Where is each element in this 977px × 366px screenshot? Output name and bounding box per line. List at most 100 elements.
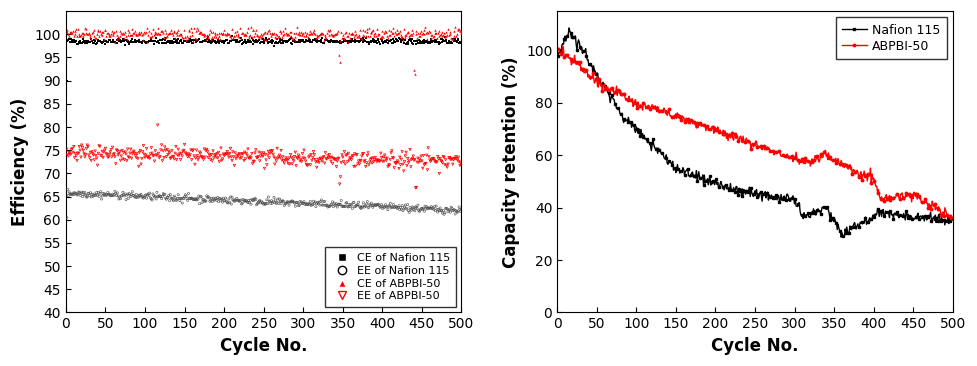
Point: [341, 157, 357, 163]
Point: [328, 156, 344, 162]
Point: [365, 202, 381, 208]
Point: [446, 37, 461, 43]
Point: [216, 38, 232, 44]
Point: [343, 155, 359, 161]
Point: [154, 28, 170, 34]
Point: [120, 191, 136, 197]
Point: [395, 149, 410, 155]
Point: [291, 29, 307, 35]
Point: [314, 197, 329, 203]
Point: [199, 34, 215, 40]
Point: [83, 150, 99, 156]
Point: [404, 156, 420, 162]
Point: [140, 26, 155, 31]
Point: [86, 37, 102, 43]
Point: [195, 154, 211, 160]
Point: [64, 37, 80, 43]
Point: [189, 147, 204, 153]
Point: [366, 39, 382, 45]
Point: [115, 156, 131, 162]
Point: [426, 38, 442, 44]
Point: [378, 202, 394, 208]
Point: [168, 30, 184, 36]
Point: [381, 27, 397, 33]
Point: [240, 25, 256, 31]
Point: [421, 39, 437, 45]
Point: [432, 208, 447, 214]
Point: [174, 40, 190, 46]
Point: [432, 33, 447, 39]
Point: [430, 30, 446, 36]
Point: [353, 157, 368, 163]
Point: [129, 155, 145, 161]
Point: [199, 31, 215, 37]
Point: [59, 78, 74, 83]
Point: [100, 154, 115, 160]
Point: [215, 30, 231, 36]
Point: [303, 152, 319, 157]
Point: [68, 153, 84, 159]
Point: [407, 204, 423, 210]
Point: [328, 40, 344, 45]
Point: [231, 31, 246, 37]
Point: [117, 149, 133, 155]
Point: [88, 41, 104, 47]
Point: [282, 199, 298, 205]
Point: [116, 36, 132, 42]
Point: [233, 38, 248, 44]
Point: [222, 38, 237, 44]
Point: [173, 157, 189, 163]
Point: [420, 167, 436, 173]
Point: [438, 157, 453, 163]
Point: [437, 211, 452, 217]
Point: [349, 202, 364, 208]
Point: [391, 204, 406, 210]
Nafion 115: [743, 188, 754, 193]
Point: [180, 197, 195, 203]
Point: [331, 155, 347, 161]
Point: [60, 186, 75, 192]
Point: [149, 122, 165, 128]
Point: [233, 35, 248, 41]
Point: [415, 153, 431, 158]
Point: [236, 158, 252, 164]
Point: [429, 206, 445, 212]
Point: [274, 147, 289, 153]
Point: [354, 153, 369, 159]
Point: [137, 193, 152, 199]
Point: [313, 30, 328, 36]
Point: [129, 32, 145, 38]
Point: [404, 31, 419, 37]
Point: [156, 192, 172, 198]
Point: [273, 198, 288, 204]
Point: [303, 162, 319, 168]
Point: [436, 154, 451, 160]
Point: [216, 195, 232, 201]
Point: [226, 37, 241, 42]
Point: [133, 29, 149, 35]
Point: [278, 200, 294, 206]
Point: [423, 36, 439, 41]
Point: [196, 33, 212, 39]
Point: [216, 151, 232, 157]
Point: [441, 38, 456, 44]
Point: [287, 39, 303, 45]
Point: [353, 38, 368, 44]
Point: [451, 26, 467, 31]
Point: [197, 32, 213, 38]
Point: [408, 41, 424, 47]
Point: [116, 150, 132, 156]
Point: [406, 67, 422, 73]
Point: [270, 40, 285, 46]
Point: [329, 38, 345, 44]
Point: [206, 155, 222, 161]
Point: [63, 191, 78, 197]
Point: [76, 192, 92, 198]
Point: [256, 150, 272, 156]
Point: [74, 194, 90, 199]
Point: [391, 36, 406, 41]
Point: [162, 198, 178, 203]
Point: [178, 192, 193, 198]
Point: [78, 27, 94, 33]
Point: [399, 205, 414, 211]
